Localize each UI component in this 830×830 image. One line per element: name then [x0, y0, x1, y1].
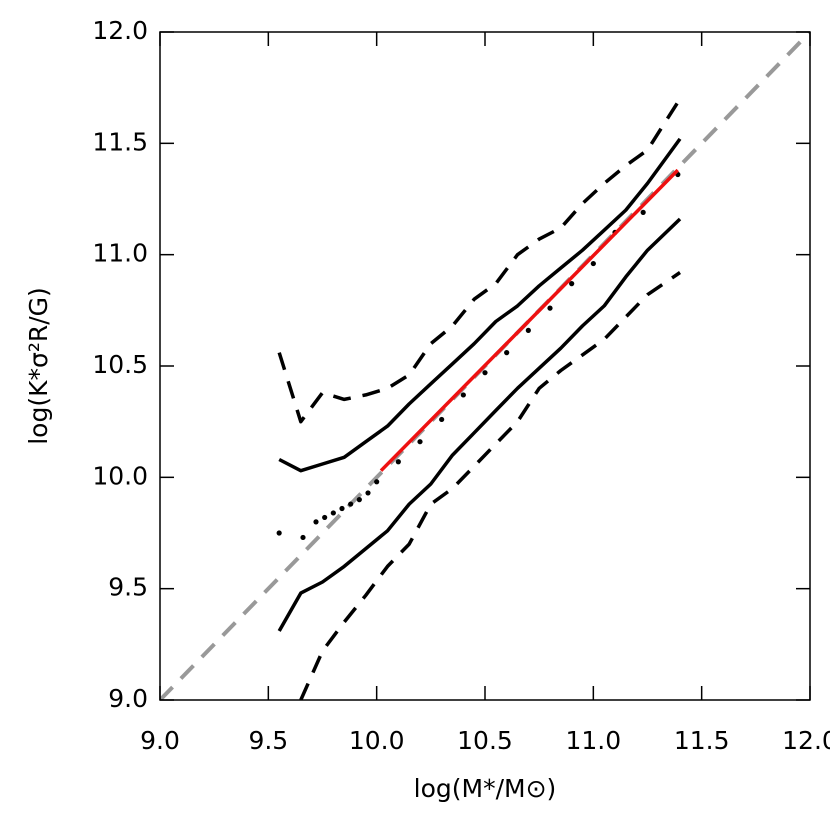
data-point: [417, 439, 423, 445]
data-point: [460, 392, 466, 398]
data-point: [569, 281, 575, 287]
data-point: [395, 459, 401, 465]
data-point: [640, 209, 646, 215]
data-point: [525, 327, 531, 333]
dashed-line: [299, 271, 681, 700]
data-point: [348, 501, 354, 507]
y-tick-label: 9.0: [108, 684, 148, 713]
data-point: [356, 497, 362, 503]
data-point: [322, 514, 328, 521]
y-tick-label: 10.0: [92, 461, 148, 490]
x-tick-label: 9.0: [140, 726, 180, 755]
x-tick-label: 10.5: [457, 726, 513, 755]
data-point: [590, 260, 596, 267]
data-point: [313, 519, 319, 525]
line: [277, 217, 682, 632]
data-point: [547, 305, 553, 311]
data-point: [276, 530, 282, 536]
data-point: [482, 370, 488, 376]
y-tick-label: 11.5: [92, 127, 148, 156]
data-point: [374, 479, 380, 485]
data-point: [504, 350, 510, 356]
dashed-line: [277, 97, 682, 424]
y-tick-label: 10.5: [92, 350, 148, 379]
data-point: [365, 490, 371, 496]
data-point: [300, 534, 306, 541]
x-tick-label: 9.5: [248, 726, 288, 755]
y-tick-label: 12.0: [92, 16, 148, 45]
data-point: [330, 510, 336, 516]
line: [278, 137, 682, 473]
x-tick-label: 10.0: [349, 726, 405, 755]
y-tick-label: 11.0: [92, 239, 148, 268]
y-axis-title: log(K*σ²R/G): [24, 287, 53, 445]
plot-area: [160, 32, 810, 700]
x-axis-title: log(M*/M⊙): [414, 774, 557, 803]
x-tick-label: 11.5: [674, 726, 730, 755]
y-tick-label: 9.5: [108, 573, 148, 602]
x-tick-label: 11.0: [565, 726, 621, 755]
line: [379, 168, 680, 472]
data-point: [439, 416, 445, 423]
x-tick-label: 12.0: [782, 726, 830, 755]
data-point: [339, 505, 345, 512]
